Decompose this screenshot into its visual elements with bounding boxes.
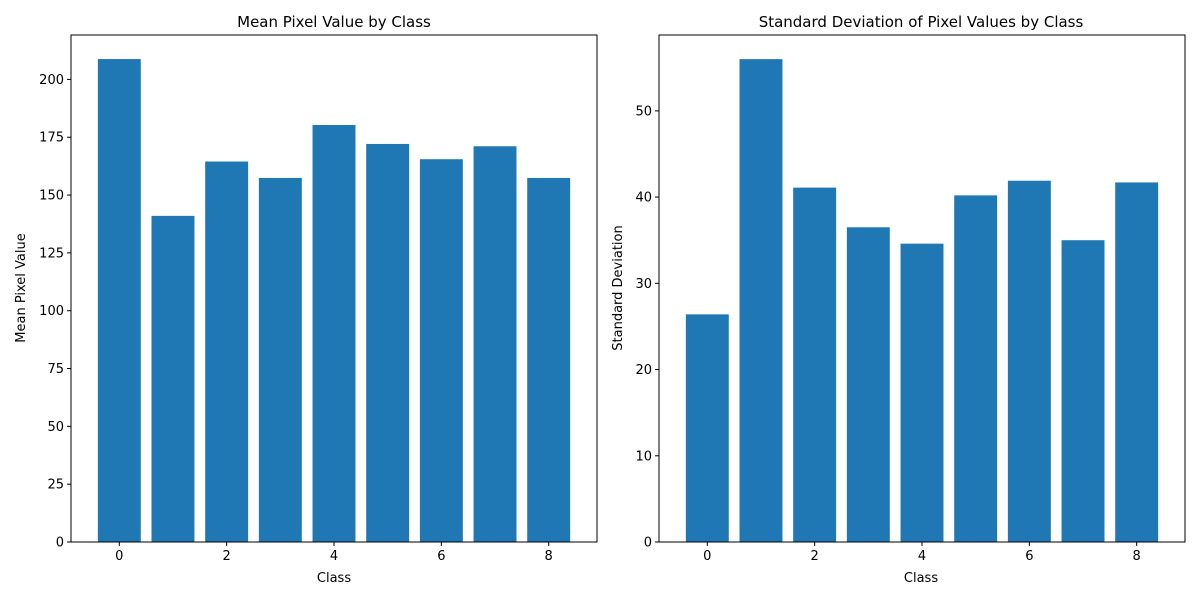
y-tick-label: 175 xyxy=(39,131,64,146)
x-tick-label: 0 xyxy=(703,549,711,564)
axes-frame xyxy=(658,34,1186,543)
x-ticks: 0 2 4 6 8 xyxy=(115,542,553,564)
bar-class-7 xyxy=(473,146,517,542)
x-tick-label: 6 xyxy=(437,549,445,564)
bar-class-4 xyxy=(312,124,356,542)
bar-class-8 xyxy=(527,177,571,542)
bars xyxy=(685,59,1159,542)
x-tick-label: 8 xyxy=(1133,549,1141,564)
y-tick-label: 150 xyxy=(39,189,64,204)
y-tick-label: 125 xyxy=(39,246,64,261)
y-tick-label: 30 xyxy=(635,277,652,292)
y-tick-label: 20 xyxy=(635,363,652,378)
bar-class-0 xyxy=(685,314,729,542)
y-tick-label: 75 xyxy=(47,362,64,377)
y-tick-label: 50 xyxy=(635,104,652,119)
x-tick-label: 4 xyxy=(330,549,338,564)
bars xyxy=(97,59,571,543)
axes-frame xyxy=(70,34,598,543)
bar-class-3 xyxy=(846,227,890,542)
y-tick-label: 100 xyxy=(39,304,64,319)
x-tick-label: 2 xyxy=(811,549,819,564)
x-tick-label: 2 xyxy=(223,549,231,564)
bar-class-6 xyxy=(419,159,463,542)
bar-class-5 xyxy=(366,143,410,542)
x-axis-label: Class xyxy=(904,571,938,586)
y-ticks: 0 25 50 75 100 125 150 175 200 xyxy=(39,73,71,551)
bar-class-7 xyxy=(1061,240,1105,542)
x-tick-label: 8 xyxy=(545,549,553,564)
bar-class-1 xyxy=(151,215,195,542)
bar-class-2 xyxy=(793,187,837,542)
chart-title: Standard Deviation of Pixel Values by Cl… xyxy=(759,13,1084,31)
y-axis-label: Mean Pixel Value xyxy=(14,233,29,342)
y-tick-label: 10 xyxy=(635,449,652,464)
x-tick-label: 6 xyxy=(1025,549,1033,564)
chart-title: Mean Pixel Value by Class xyxy=(237,13,431,31)
bar-class-8 xyxy=(1115,182,1159,542)
x-axis-label: Class xyxy=(317,571,351,586)
y-tick-label: 0 xyxy=(644,536,652,551)
x-tick-label: 0 xyxy=(115,549,123,564)
y-tick-label: 50 xyxy=(47,420,64,435)
chart-std-pixel-value: Standard Deviation of Pixel Values by Cl… xyxy=(611,13,1186,586)
bar-class-5 xyxy=(954,195,998,542)
x-tick-label: 4 xyxy=(918,549,926,564)
bar-class-0 xyxy=(97,59,141,543)
bar-class-4 xyxy=(900,243,944,542)
y-tick-label: 25 xyxy=(47,478,64,493)
x-ticks: 0 2 4 6 8 xyxy=(703,542,1141,564)
y-ticks: 0 10 20 30 40 50 xyxy=(635,104,659,551)
bar-class-2 xyxy=(205,161,249,542)
bar-class-3 xyxy=(258,177,302,542)
bar-class-1 xyxy=(739,59,783,542)
y-tick-label: 40 xyxy=(635,191,652,206)
y-tick-label: 200 xyxy=(39,73,64,88)
chart-mean-pixel-value: Mean Pixel Value by Class Class Mean Pix… xyxy=(14,13,598,586)
bar-class-6 xyxy=(1007,180,1051,542)
y-axis-label: Standard Deviation xyxy=(611,225,626,350)
y-tick-label: 0 xyxy=(56,536,64,551)
